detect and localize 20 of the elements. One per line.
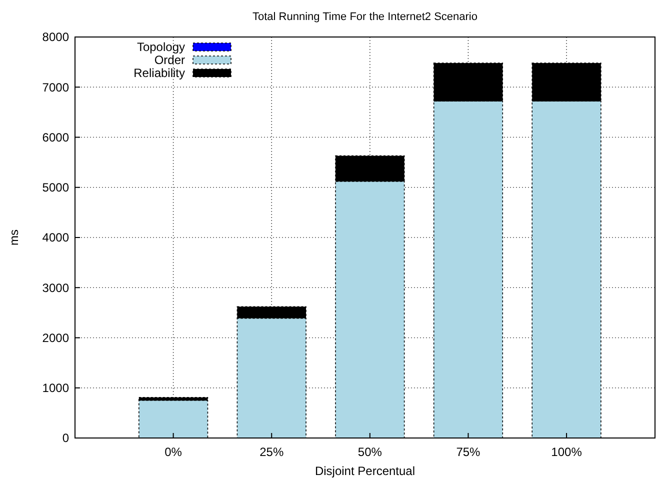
- y-tick-label: 0: [62, 431, 70, 446]
- legend-label: Order: [154, 53, 185, 68]
- x-tick-label: 50%: [358, 445, 382, 459]
- y-tick-label: 1000: [42, 381, 70, 396]
- x-tick-label: 25%: [260, 445, 284, 459]
- y-tick-label: 5000: [42, 180, 70, 195]
- x-tick-label: 100%: [551, 445, 582, 459]
- y-tick-label: 7000: [42, 80, 70, 94]
- chart-title: Total Running Time For the Internet2 Scenario: [252, 11, 478, 23]
- x-tick-label: 0%: [164, 445, 182, 459]
- y-tick-label: 2000: [42, 330, 70, 345]
- y-tick-label: 8000: [42, 30, 70, 44]
- y-tick-label: 3000: [42, 280, 70, 295]
- x-tick-label: 75%: [456, 445, 481, 459]
- legend-label: Reliability: [134, 66, 185, 80]
- legend-label: Topology: [136, 40, 185, 54]
- y-axis-title: ms: [7, 230, 21, 246]
- y-tick-label: 6000: [42, 130, 70, 144]
- y-tick-label: 4000: [42, 230, 70, 245]
- x-axis-title: Disjoint Percentual: [314, 464, 416, 478]
